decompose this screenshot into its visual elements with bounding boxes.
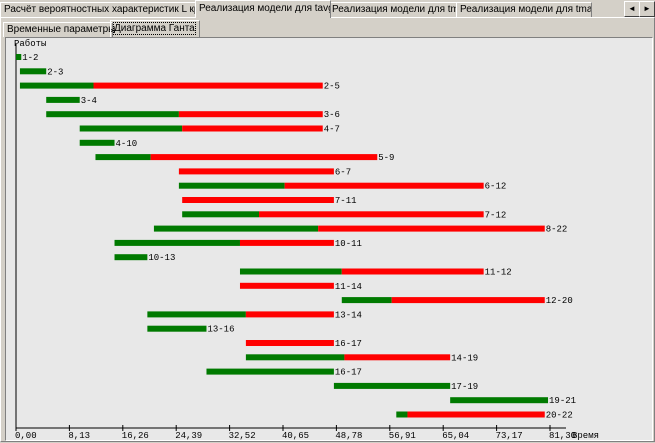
x-axis-label: Время	[572, 431, 599, 440]
gantt-task-label: 6-12	[485, 182, 507, 192]
tab-scroll-left-button[interactable]: ◄	[624, 1, 640, 17]
gantt-bar-green	[450, 397, 549, 404]
gantt-bar-green	[239, 268, 342, 275]
tab-scroll-right-button[interactable]: ►	[639, 1, 655, 17]
gantt-task-label: 12-20	[546, 296, 573, 306]
gantt-task-label: 3-4	[81, 96, 97, 106]
gantt-bar-red	[245, 340, 334, 346]
gantt-bar-green	[46, 111, 179, 118]
gantt-bar-green	[245, 354, 345, 361]
gantt-bar-red	[318, 225, 545, 232]
gantt-bar-green	[396, 411, 408, 418]
gantt-bar-green	[19, 82, 94, 89]
gantt-bar-green	[46, 96, 80, 103]
gantt-bar-red	[239, 239, 334, 246]
subtab-time-parameters[interactable]: Временные параметры	[3, 22, 115, 37]
x-tick-label: 73,17	[496, 431, 523, 440]
gantt-bar-green	[114, 254, 148, 261]
gantt-task-label: 10-13	[148, 253, 175, 263]
gantt-task-label: 16-17	[335, 339, 362, 349]
gantt-task-label: 16-17	[335, 368, 362, 378]
gantt-task-label: 7-11	[335, 196, 357, 206]
gantt-task-label: 4-10	[116, 139, 138, 149]
gantt-bar-green	[114, 239, 240, 246]
gantt-bar-red	[150, 154, 378, 161]
gantt-bar-red	[93, 82, 323, 89]
gantt-bar-red	[284, 182, 484, 189]
x-tick-label: 48,78	[335, 431, 362, 440]
arrow-right-icon: ►	[643, 4, 651, 13]
gantt-chart: Работы 0,00 8,13 16,26 24,39 32,52 40,65 48,78 5…	[14, 39, 599, 441]
x-tick-label: 32,52	[229, 431, 256, 440]
gantt-task-label: 8-22	[546, 225, 568, 235]
gantt-bar-red	[182, 125, 323, 132]
x-tick-label: 40,65	[282, 431, 309, 440]
gantt-task-label: 20-22	[546, 411, 573, 421]
tab-panel: Временные параметры Диаграмма Ганта Рабо…	[0, 17, 655, 442]
x-tick-label: 65,04	[442, 431, 469, 440]
tab-prob-characteristics[interactable]: Расчёт вероятностных характеристик L кр	[0, 2, 196, 17]
y-axis-label: Работы	[14, 39, 46, 49]
gantt-bar-green	[147, 311, 246, 318]
gantt-task-label: 1-2	[22, 53, 38, 63]
subtab-gantt-chart[interactable]: Диаграмма Ганта	[110, 20, 200, 37]
gantt-task-label: 13-16	[207, 325, 234, 335]
gantt-task-label: 17-19	[451, 382, 478, 392]
gantt-task-label: 19-21	[549, 396, 576, 406]
gantt-bar-red	[259, 211, 484, 218]
gantt-bar-green	[147, 325, 207, 332]
gantt-bar-red	[344, 354, 451, 361]
tab-model-tmin[interactable]: Реализация модели для tmin	[328, 2, 458, 17]
gantt-bar-green	[341, 297, 392, 304]
gantt-bar-green	[79, 125, 183, 132]
gantt-bar-green	[333, 382, 451, 389]
x-tick-label: 81,30	[549, 431, 576, 440]
x-tick-label: 8,13	[68, 431, 90, 440]
tab-model-tavg[interactable]: Реализация модели для tavg	[195, 0, 331, 18]
gantt-bar-red	[182, 197, 334, 203]
x-tick-label: 24,39	[175, 431, 202, 440]
gantt-task-label: 11-14	[335, 282, 362, 292]
gantt-chart-area: Работы 0,00 8,13 16,26 24,39 32,52 40,65 48,78 5…	[5, 37, 653, 441]
tab-model-tmax[interactable]: Реализация модели для tmax	[456, 2, 592, 17]
x-tick-label: 0,00	[15, 431, 37, 440]
gantt-task-label: 7-12	[485, 210, 507, 220]
gantt-bar-red	[245, 311, 334, 318]
x-tick-label: 56,91	[389, 431, 416, 440]
gantt-task-label: 2-3	[47, 67, 63, 77]
gantt-task-label: 10-11	[335, 239, 362, 249]
gantt-bar-green	[79, 139, 115, 146]
gantt-bar-red	[407, 411, 545, 418]
gantt-task-label: 5-9	[378, 153, 394, 163]
gantt-task-label: 2-5	[324, 82, 340, 92]
gantt-bar-green	[16, 54, 22, 60]
gantt-bar-green	[153, 225, 319, 232]
x-tick-label: 16,26	[122, 431, 149, 440]
arrow-left-icon: ◄	[628, 4, 636, 13]
gantt-task-label: 13-14	[335, 310, 362, 320]
gantt-task-label: 3-6	[324, 110, 340, 120]
top-tab-bar: Расчёт вероятностных характеристик L кр …	[0, 0, 655, 18]
gantt-bar-red	[178, 168, 334, 175]
subtab-gantt-label: Диаграмма Ганта	[113, 22, 196, 35]
gantt-bar-red	[341, 268, 484, 275]
gantt-bar-green	[19, 68, 47, 75]
gantt-task-label: 4-7	[324, 125, 340, 135]
gantt-bar-red	[239, 282, 334, 289]
gantt-bar-red	[391, 297, 545, 304]
gantt-task-label: 6-7	[335, 167, 351, 177]
gantt-bar-green	[206, 368, 334, 375]
gantt-bar-red	[178, 111, 323, 118]
gantt-task-label: 14-19	[451, 353, 478, 363]
gantt-bar-green	[178, 182, 285, 189]
gantt-bar-green	[95, 154, 151, 161]
gantt-task-label: 11-12	[485, 268, 512, 278]
gantt-bar-green	[182, 211, 260, 218]
